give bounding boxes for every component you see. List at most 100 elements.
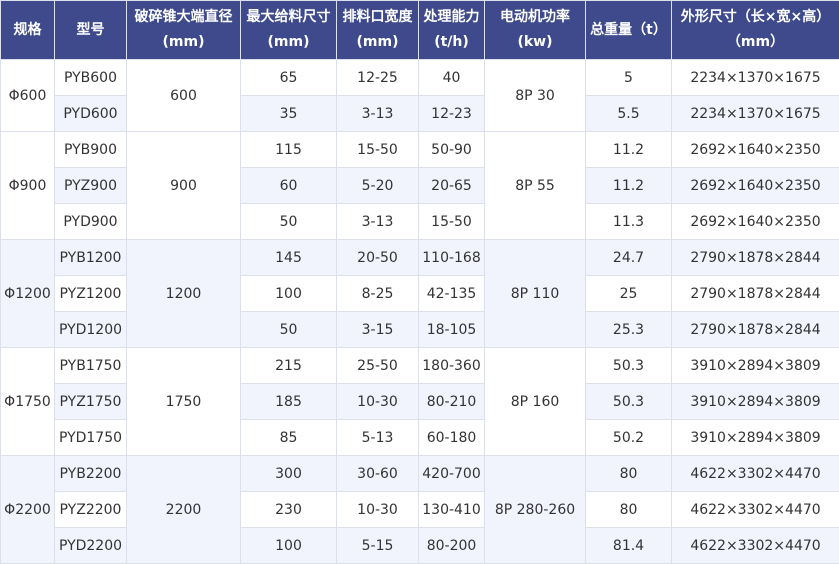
capacity-cell: 12-23 [419,96,485,132]
weight-cell: 24.7 [586,240,672,276]
model-cell: PYB600 [55,60,127,96]
weight-cell: 81.4 [586,528,672,564]
capacity-cell: 110-168 [419,240,485,276]
header-motor-power: 电动机功率(kw) [485,1,586,60]
model-cell: PYD2200 [55,528,127,564]
dimensions-cell: 2790×1878×2844 [672,240,839,276]
feed-cell: 115 [241,132,337,168]
table-row: Φ900 PYB900 900 115 15-50 50-90 8P 55 11… [1,132,839,168]
motor-cell: 8P 30 [485,60,586,132]
capacity-cell: 50-90 [419,132,485,168]
motor-cell: 8P 160 [485,348,586,456]
model-cell: PYB2200 [55,456,127,492]
diameter-cell: 1200 [127,240,241,348]
diameter-cell: 900 [127,132,241,240]
discharge-cell: 25-50 [337,348,419,384]
weight-cell: 50.2 [586,420,672,456]
discharge-cell: 12-25 [337,60,419,96]
feed-cell: 100 [241,276,337,312]
dimensions-cell: 2692×1640×2350 [672,132,839,168]
table-row: PYZ1200 100 8-25 42-135 25 2790×1878×284… [1,276,839,312]
feed-cell: 100 [241,528,337,564]
header-cone-diameter: 破碎锥大端直径(mm) [127,1,241,60]
capacity-cell: 180-360 [419,348,485,384]
feed-cell: 60 [241,168,337,204]
table-row: PYZ1750 185 10-30 80-210 50.3 3910×2894×… [1,384,839,420]
dimensions-cell: 2790×1878×2844 [672,276,839,312]
discharge-cell: 30-60 [337,456,419,492]
weight-cell: 80 [586,492,672,528]
model-cell: PYB1200 [55,240,127,276]
feed-cell: 215 [241,348,337,384]
header-spec: 规格 [1,1,55,60]
dimensions-cell: 3910×2894×3809 [672,420,839,456]
table-row: Φ1200 PYB1200 1200 145 20-50 110-168 8P … [1,240,839,276]
feed-cell: 185 [241,384,337,420]
weight-cell: 25.3 [586,312,672,348]
feed-cell: 85 [241,420,337,456]
spec-cell: Φ600 [1,60,55,132]
feed-cell: 50 [241,312,337,348]
motor-cell: 8P 55 [485,132,586,240]
table-row: PYD2200 100 5-15 80-200 81.4 4622×3302×4… [1,528,839,564]
model-cell: PYZ1750 [55,384,127,420]
capacity-cell: 40 [419,60,485,96]
diameter-cell: 2200 [127,456,241,564]
capacity-cell: 15-50 [419,204,485,240]
spec-cell: Φ1200 [1,240,55,348]
discharge-cell: 3-15 [337,312,419,348]
header-max-feed-size: 最大给料尺寸(mm) [241,1,337,60]
header-dimensions: 外形尺寸（长×宽×高）（mm） [672,1,839,60]
dimensions-cell: 4622×3302×4470 [672,492,839,528]
dimensions-cell: 4622×3302×4470 [672,528,839,564]
weight-cell: 5.5 [586,96,672,132]
discharge-cell: 3-13 [337,204,419,240]
model-cell: PYB900 [55,132,127,168]
weight-cell: 11.3 [586,204,672,240]
model-cell: PYD1200 [55,312,127,348]
header-capacity: 处理能力(t/h) [419,1,485,60]
capacity-cell: 130-410 [419,492,485,528]
capacity-cell: 20-65 [419,168,485,204]
header-total-weight: 总重量（t） [586,1,672,60]
capacity-cell: 42-135 [419,276,485,312]
feed-cell: 35 [241,96,337,132]
dimensions-cell: 2234×1370×1675 [672,96,839,132]
motor-cell: 8P 110 [485,240,586,348]
model-cell: PYD600 [55,96,127,132]
dimensions-cell: 4622×3302×4470 [672,456,839,492]
spec-cell: Φ2200 [1,456,55,564]
header-model: 型号 [55,1,127,60]
discharge-cell: 5-15 [337,528,419,564]
capacity-cell: 80-210 [419,384,485,420]
capacity-cell: 60-180 [419,420,485,456]
capacity-cell: 80-200 [419,528,485,564]
discharge-cell: 20-50 [337,240,419,276]
model-cell: PYD900 [55,204,127,240]
spec-cell: Φ1750 [1,348,55,456]
table-row: PYZ900 60 5-20 20-65 11.2 2692×1640×2350 [1,168,839,204]
weight-cell: 11.2 [586,168,672,204]
motor-cell: 8P 280-260 [485,456,586,564]
weight-cell: 5 [586,60,672,96]
feed-cell: 145 [241,240,337,276]
table-row: PYD1750 85 5-13 60-180 50.2 3910×2894×38… [1,420,839,456]
dimensions-cell: 2692×1640×2350 [672,168,839,204]
diameter-cell: 600 [127,60,241,132]
dimensions-cell: 2790×1878×2844 [672,312,839,348]
model-cell: PYD1750 [55,420,127,456]
model-cell: PYZ2200 [55,492,127,528]
table-row: PYD1200 50 3-15 18-105 25.3 2790×1878×28… [1,312,839,348]
weight-cell: 80 [586,456,672,492]
model-cell: PYZ1200 [55,276,127,312]
table-row: Φ600 PYB600 600 65 12-25 40 8P 30 5 2234… [1,60,839,96]
dimensions-cell: 3910×2894×3809 [672,384,839,420]
header-row: 规格 型号 破碎锥大端直径(mm) 最大给料尺寸(mm) 排料口宽度(mm) 处… [1,1,839,60]
feed-cell: 65 [241,60,337,96]
model-cell: PYB1750 [55,348,127,384]
discharge-cell: 10-30 [337,492,419,528]
discharge-cell: 8-25 [337,276,419,312]
dimensions-cell: 3910×2894×3809 [672,348,839,384]
dimensions-cell: 2692×1640×2350 [672,204,839,240]
